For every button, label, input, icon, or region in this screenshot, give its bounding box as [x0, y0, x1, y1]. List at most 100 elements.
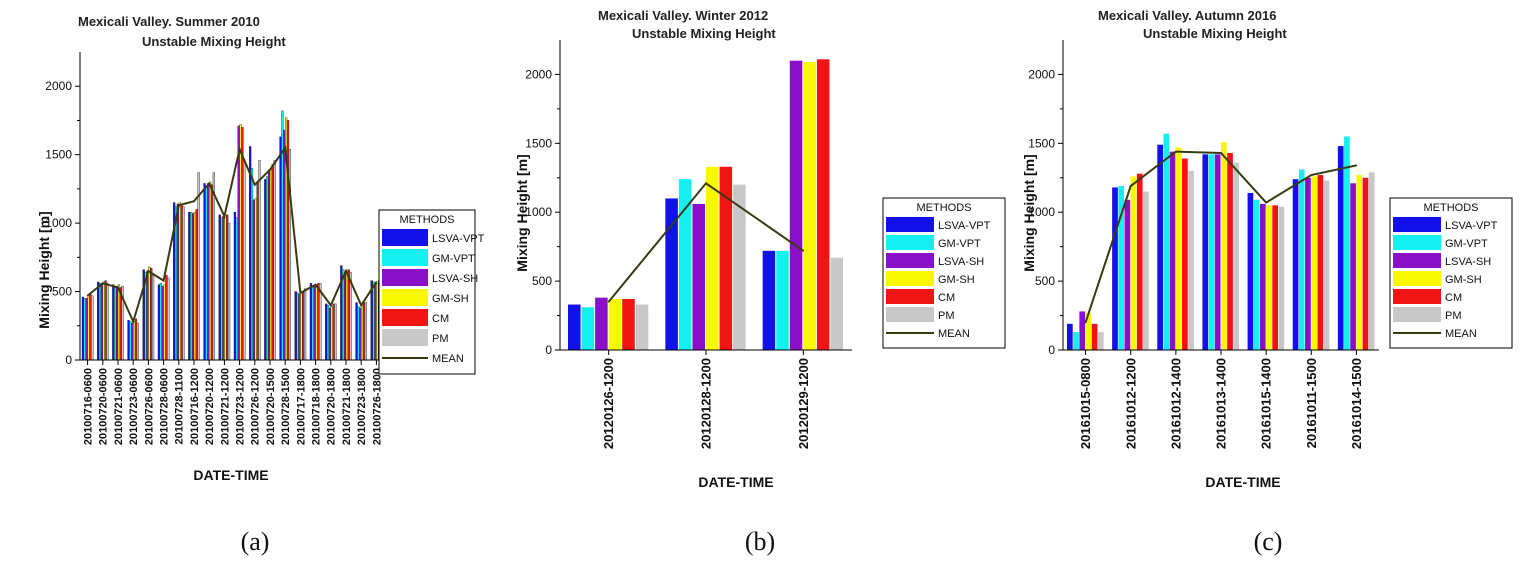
bar-cm-20100728-1100 [180, 203, 183, 361]
bar-lsva-vpt-20100723-1800 [355, 302, 358, 361]
mean-point [132, 320, 134, 323]
bar-gm-vpt-20100728-1500 [281, 110, 284, 361]
bar-lsva-sh-20100723-1800 [359, 307, 362, 361]
x-tick-label: 20161013-1400 [1214, 358, 1229, 449]
bar-pm-20161012-1400 [1188, 170, 1194, 350]
legend-label-pm: PM [1445, 310, 1462, 322]
x-tick-label: 20100717-1800 [295, 368, 307, 445]
panel-a-label: (a) [241, 527, 270, 556]
bar-gm-vpt-20100720-1800 [326, 305, 330, 361]
bar-lsva-vpt-20100716-0600 [81, 296, 85, 361]
bar-pm-20161012-1200 [1143, 191, 1149, 350]
bar-lsva-sh-20100726-1800 [374, 283, 377, 361]
bar-lsva-sh-20100716-1200 [191, 213, 195, 361]
legend-title: METHODS [917, 202, 972, 214]
bar-gm-sh-20100716-1200 [193, 211, 197, 361]
y-tick-label: 1000 [45, 216, 72, 230]
bar-lsva-vpt-20100720-1500 [264, 179, 267, 361]
legend-label-cm: CM [432, 313, 449, 325]
bar-gm-sh-20120128-1200 [706, 166, 719, 350]
bar-lsva-vpt-20100728-0600 [157, 284, 161, 361]
x-tick-label: 20100726-0600 [143, 368, 155, 445]
bar-cm-20100720-0600 [104, 280, 107, 361]
mean-point [208, 182, 210, 185]
panel-a-ylabel: Mixing Height [m] [36, 211, 52, 328]
legend-label-gm-sh: GM-SH [938, 274, 975, 286]
legend-swatch-cm [886, 289, 934, 304]
bar-gm-vpt-20161012-1200 [1118, 186, 1125, 350]
legend-swatch-gm-sh [382, 289, 428, 306]
bar-lsva-sh-20100716-0600 [85, 298, 88, 361]
legend-label-mean: MEAN [938, 328, 970, 340]
bar-gm-vpt-20100723-1200 [235, 217, 238, 361]
y-tick-label: 0 [65, 353, 72, 367]
bar-cm-20100721-1200 [226, 214, 229, 361]
x-tick-label: 20100720-0600 [98, 368, 110, 445]
bar-lsva-sh-20161014-1500 [1350, 183, 1356, 350]
bar-cm-20100723-0600 [134, 318, 138, 361]
bar-lsva-sh-20100726-0600 [146, 270, 149, 361]
bar-gm-sh-20100723-0600 [132, 321, 136, 361]
x-tick-label: 20161014-1500 [1349, 358, 1364, 449]
mean-point [284, 147, 287, 149]
bar-cm-20100723-1200 [241, 127, 244, 361]
bar-lsva-vpt-20161012-1200 [1112, 187, 1118, 350]
bar-gm-sh-20161011-1500 [1311, 176, 1317, 350]
legend-label-cm: CM [938, 292, 955, 304]
bar-pm-20161015-0800 [1097, 332, 1104, 350]
panel-c-xlabel: DATE-TIME [1205, 474, 1280, 490]
legend-label-pm: PM [432, 333, 449, 345]
bar-lsva-vpt-20100718-1800 [309, 283, 313, 361]
bar-gm-sh-20161014-1500 [1356, 175, 1363, 350]
y-tick-label: 0 [1048, 343, 1055, 357]
bar-lsva-vpt-20100723-1200 [233, 211, 237, 361]
mean-point [86, 294, 89, 297]
bar-lsva-vpt-20161011-1500 [1292, 179, 1299, 350]
mean-point [1220, 152, 1222, 154]
mean-point [223, 215, 226, 218]
mean-point [705, 182, 707, 185]
bar-lsva-vpt-20100716-1200 [188, 211, 191, 361]
bar-pm-20100716-1200 [197, 172, 200, 361]
mean-point [162, 279, 165, 282]
legend-swatch-pm [886, 307, 934, 322]
mean-point [1084, 321, 1087, 324]
bar-gm-sh-20100726-0600 [148, 266, 151, 361]
bar-gm-sh-20100717-1800 [300, 292, 303, 361]
bar-gm-vpt-20161015-1400 [1253, 199, 1260, 350]
legend-label-lsva-sh: LSVA-SH [938, 256, 984, 268]
y-tick-label: 500 [1035, 274, 1055, 288]
bar-gm-vpt-20100717-1800 [296, 292, 299, 361]
x-tick-label: 20161012-1200 [1123, 358, 1138, 449]
bar-pm-20100723-1800 [364, 302, 367, 361]
bar-gm-vpt-20100723-1800 [357, 306, 360, 361]
x-tick-label: 20120126-1200 [601, 358, 616, 449]
x-tick-label: 20100721-1200 [219, 368, 231, 445]
legend-swatch-cm [1393, 289, 1441, 304]
bar-gm-sh-20161013-1400 [1221, 141, 1227, 350]
y-tick-label: 1500 [1028, 136, 1055, 150]
bar-pm-20161011-1500 [1323, 180, 1330, 350]
panel-a-legend: METHODS LSVA-VPT GM-VPT LSVA-SH GM-SH CM PM MEA… [378, 209, 485, 375]
x-tick-label: 20100728-1100 [174, 368, 186, 444]
panel-c-x-ticks: 20161015-0800 20161012-1200 20161012-1400 2… [1078, 350, 1364, 449]
x-tick-label: 20100716-1200 [189, 368, 201, 445]
legend-label-lsva-vpt: LSVA-VPT [432, 233, 485, 245]
bar-gm-vpt-20120126-1200 [581, 307, 595, 350]
bar-pm-20100723-1200 [243, 162, 246, 361]
legend-label-lsva-vpt: LSVA-VPT [938, 220, 991, 232]
bar-lsva-vpt-20100726-1200 [248, 146, 252, 361]
x-tick-label: 20100721-1800 [341, 368, 353, 445]
bar-lsva-vpt-20120126-1200 [568, 304, 581, 350]
bar-pm-20120129-1200 [830, 257, 843, 350]
bar-cm-20100721-1800 [347, 269, 350, 361]
panel-a-mean-line [86, 145, 378, 325]
bar-lsva-vpt-20161015-0800 [1067, 323, 1073, 350]
bar-cm-20161012-1200 [1136, 173, 1143, 350]
legend-title: METHODS [400, 214, 455, 226]
y-tick-label: 1500 [525, 136, 552, 150]
bar-gm-sh-20100728-1100 [178, 202, 181, 361]
legend-swatch-pm [1393, 307, 1441, 322]
x-tick-label: 20120128-1200 [699, 358, 714, 449]
bar-lsva-sh-20161013-1400 [1214, 154, 1221, 350]
